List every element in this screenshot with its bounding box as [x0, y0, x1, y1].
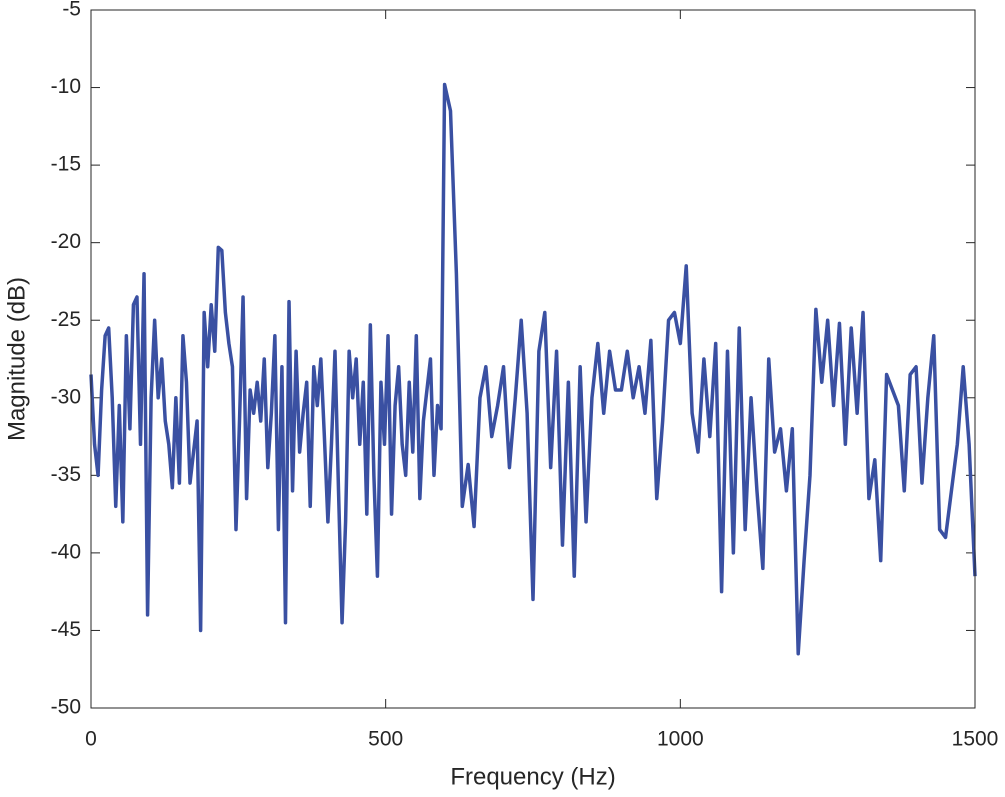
y-tick-label: -15 [51, 153, 81, 176]
y-tick-label: -30 [51, 385, 81, 408]
y-axis-title: Magnitude (dB) [3, 277, 30, 441]
y-tick-label: -20 [51, 230, 81, 253]
x-tick-label: 500 [368, 728, 403, 751]
x-tick-label: 1000 [657, 728, 704, 751]
y-tick-label: -25 [51, 308, 81, 331]
plot-frame [90, 9, 976, 709]
data-line [89, 82, 977, 656]
y-tick-label: -40 [51, 540, 81, 563]
x-tick-label: 1500 [952, 728, 999, 751]
y-tick-label: -45 [51, 618, 81, 641]
x-tick-label: 0 [85, 728, 97, 751]
x-axis-title: Frequency (Hz) [450, 763, 615, 790]
y-tick-label: -50 [51, 696, 81, 719]
y-tick-label: -35 [51, 463, 81, 486]
y-tick-label: -10 [51, 75, 81, 98]
y-tick-label: -5 [62, 0, 81, 21]
